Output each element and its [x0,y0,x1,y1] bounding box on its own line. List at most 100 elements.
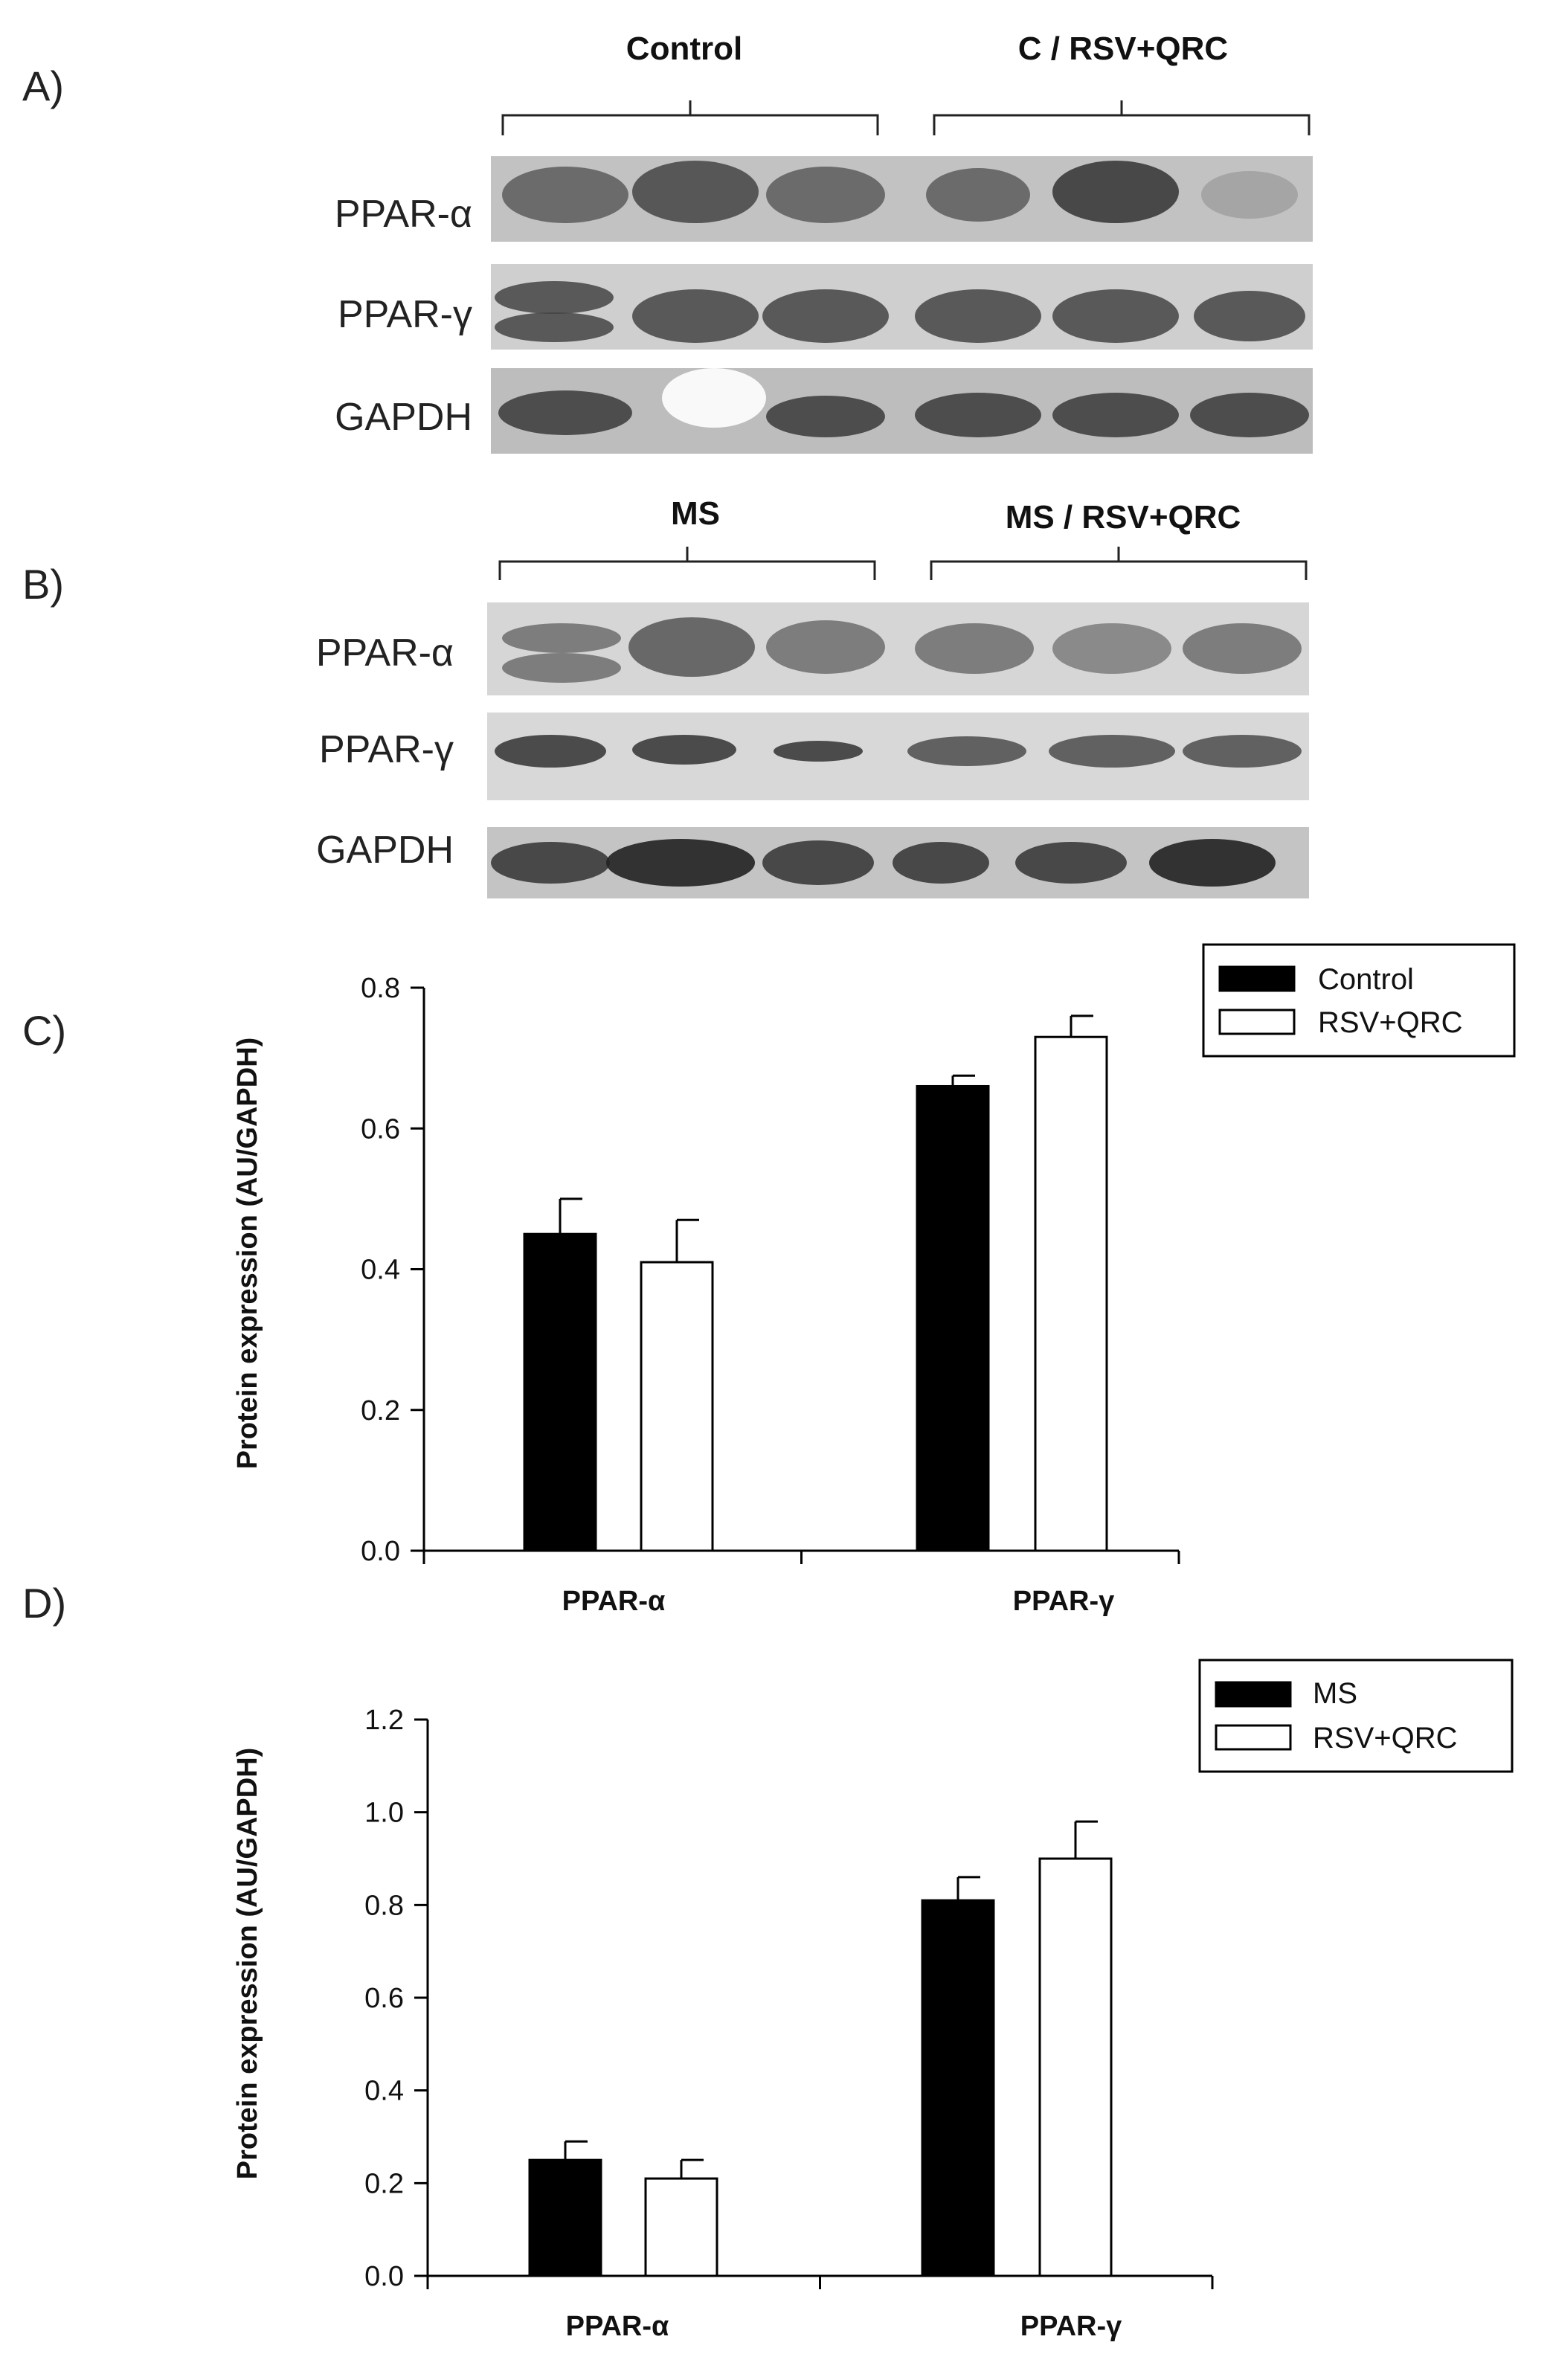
blot-b-band [1183,623,1302,674]
blot-b-strip-ppar-alpha [487,602,1309,695]
blot-b-band [893,842,989,884]
chart-c-legend-label-rsv-qrc: RSV+QRC [1318,1006,1463,1039]
blot-b-band [762,840,874,885]
blot-b-strip-ppar-gamma [487,713,1309,800]
blot-a-band [1052,393,1179,437]
y-tick-label: 1.0 [364,1798,404,1829]
blot-a-band [1201,171,1298,219]
blot-b-band [915,623,1034,674]
blot-b-band [1052,623,1171,674]
blot-a-band [766,396,885,437]
y-tick-label: 0.0 [364,2261,404,2292]
blot-a-strip-ppar-gamma [491,264,1313,350]
blot-b-band [1149,839,1276,887]
blot-a-band [915,289,1041,343]
chart-d-legend-swatch-rsv-qrc [1215,1724,1292,1751]
blot-a-band [1190,393,1309,437]
chart-c-ylabel: Protein expression (AU/GAPDH) [232,1038,263,1470]
bar [1034,1035,1108,1552]
blot-b-band [1049,735,1175,768]
blot-a-band [1052,289,1179,343]
bar [916,1084,990,1552]
chart-c-legend [1202,943,1516,1058]
bar [523,1232,597,1552]
chart-c-legend-swatch-control [1218,965,1296,992]
blot-b-band [1015,842,1127,884]
blot-a: Control C / RSV+QRC PPAR-α PPAR-γ GAPDH [335,30,1313,454]
blot-b-band [1183,735,1302,768]
x-category-label: PPAR-γ [1013,1586,1115,1617]
y-tick-label: 0.2 [361,1395,400,1427]
blot-b-band-label-ppar-gamma: PPAR-γ [319,728,454,771]
blot-b-band [502,623,621,653]
x-category-label: PPAR-γ [1020,2311,1122,2342]
bar [1038,1857,1113,2277]
y-tick-label: 0.6 [361,1113,400,1145]
blot-b-band [628,617,755,677]
blot-b-band [774,741,863,762]
chart-c: Protein expression (AU/GAPDH) 0.0 0.2 0.4 0… [232,943,1516,1617]
blot-a-band [766,167,885,223]
y-tick-label: 0.4 [364,2076,404,2107]
blot-a-band [632,161,759,223]
panel-letter-b: B) [22,561,64,608]
y-tick-label: 0.8 [364,1890,404,1921]
blot-a-band [762,289,889,343]
blot-b: MS MS / RSV+QRC PPAR-α PPAR-γ GAPDH [316,495,1309,898]
bar [644,2177,718,2277]
blot-b-band [502,653,621,683]
y-tick-label: 0.2 [364,2168,404,2199]
bar [921,1899,995,2277]
blot-b-band [491,842,610,884]
blot-a-bracket-control [501,100,879,135]
blot-b-band [632,735,736,765]
blot-b-band [766,620,885,674]
x-category-label: PPAR-α [562,1586,666,1617]
blot-a-band-label-gapdh: GAPDH [335,396,472,439]
blot-b-band-label-ppar-alpha: PPAR-α [316,631,454,675]
blot-a-group-control: Control [626,30,742,67]
blot-b-band [907,736,1026,766]
y-tick-label: 0.0 [361,1536,400,1567]
blot-b-band [495,735,606,768]
blot-a-band [495,312,614,342]
x-category-label: PPAR-α [566,2311,669,2342]
blot-a-band-label-ppar-gamma: PPAR-γ [338,293,472,336]
blot-a-group-treated: C / RSV+QRC [1018,30,1228,67]
blot-a-band [662,368,766,428]
bar [528,2158,602,2277]
chart-d-legend-swatch-ms [1215,1681,1292,1708]
blot-a-band [502,167,628,223]
chart-d-legend [1198,1659,1514,1773]
blot-b-band [606,839,755,887]
blot-b-group-ms: MS [671,495,720,532]
y-tick-label: 0.4 [361,1255,400,1286]
blot-a-band [915,393,1041,437]
blot-b-bracket-treated [930,547,1308,580]
blot-a-band [632,289,759,343]
blot-a-band [926,168,1030,222]
blot-a-bracket-treated [933,100,1311,135]
chart-d-legend-label-rsv-qrc: RSV+QRC [1313,1722,1458,1755]
blot-b-band-label-gapdh: GAPDH [316,829,454,872]
chart-d-legend-label-ms: MS [1313,1677,1357,1710]
blot-a-band [1194,291,1305,341]
panel-letter-c: C) [22,1007,66,1054]
blot-b-group-treated: MS / RSV+QRC [1006,499,1241,536]
blot-a-band [498,390,632,435]
y-tick-label: 0.6 [364,1983,404,2014]
panel-letter-d: D) [22,1580,66,1627]
chart-d-ylabel: Protein expression (AU/GAPDH) [232,1748,263,2180]
chart-d: Protein expression (AU/GAPDH) 0.0 0.2 0.4 0… [232,1659,1514,2342]
blot-a-band [1052,161,1179,223]
panel-letter-a: A) [22,62,64,109]
y-tick-label: 0.8 [361,973,400,1004]
blot-b-bracket-ms [498,547,876,580]
y-tick-label: 1.2 [364,1705,404,1736]
blot-a-band [495,281,614,314]
blot-a-band-label-ppar-alpha: PPAR-α [335,193,472,236]
chart-c-legend-swatch-rsv-qrc [1218,1009,1296,1035]
bar [640,1261,714,1552]
chart-c-legend-label-control: Control [1318,963,1414,996]
